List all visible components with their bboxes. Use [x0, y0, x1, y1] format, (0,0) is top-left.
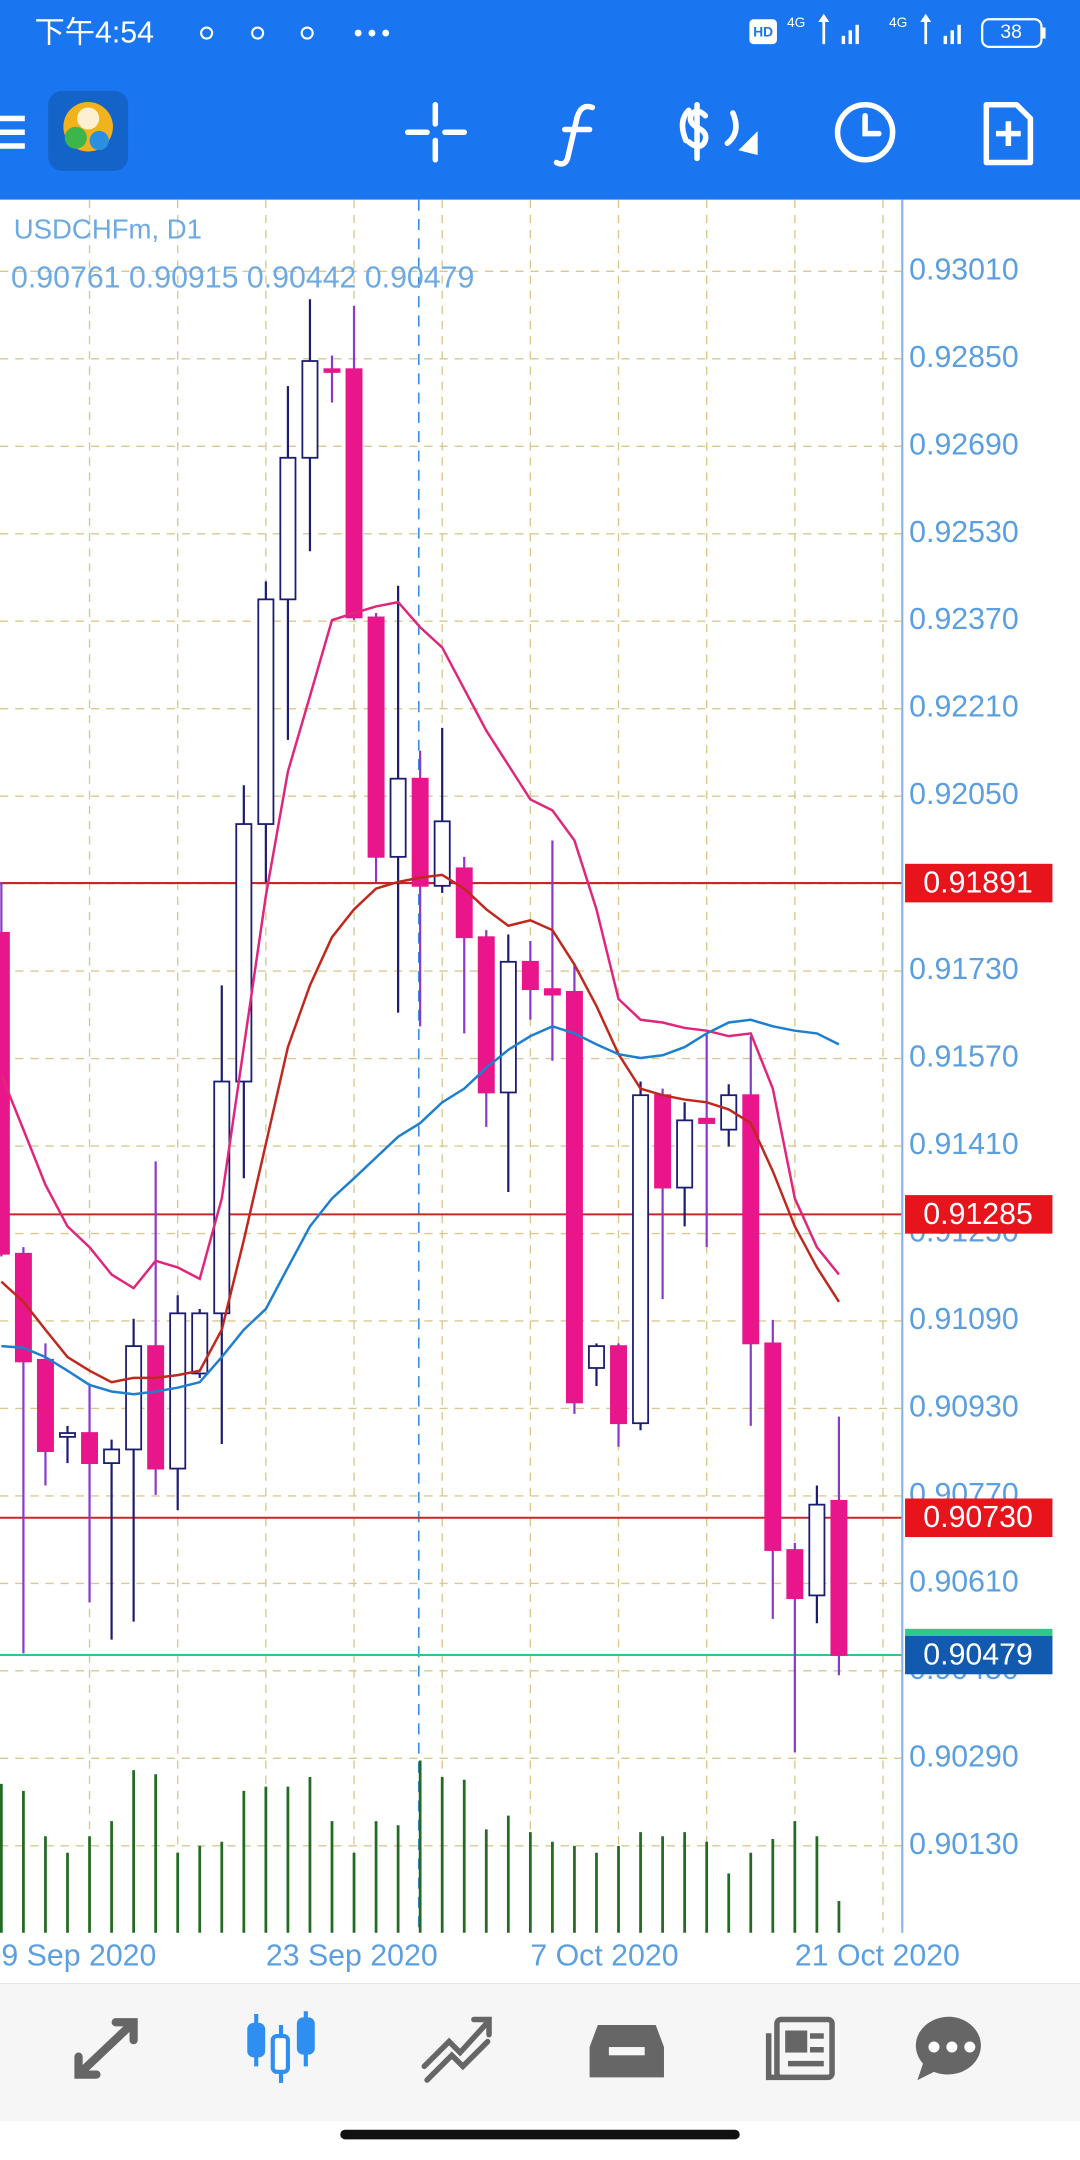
candle-body — [257, 598, 275, 825]
y-tick-label: 0.92850 — [909, 341, 1019, 374]
candle-body — [103, 1448, 121, 1465]
price-box-accent — [905, 1628, 1053, 1636]
status-dots — [200, 26, 390, 40]
candle-body — [279, 456, 297, 601]
app-logo[interactable] — [48, 90, 129, 171]
x-tick-label: 21 Oct 2020 — [795, 1940, 960, 1973]
signal-icons — [818, 13, 961, 45]
candle-body — [411, 777, 429, 887]
y-tick-label: 0.91730 — [909, 953, 1019, 986]
candle-body — [147, 1345, 165, 1470]
y-tick-label: 0.90290 — [909, 1740, 1019, 1773]
nav-news[interactable] — [765, 2016, 835, 2081]
candle-body — [654, 1094, 672, 1189]
nav-history[interactable] — [589, 2025, 664, 2078]
y-tick-label: 0.92530 — [909, 516, 1019, 549]
candle-body — [125, 1345, 143, 1451]
candle-body — [808, 1503, 826, 1597]
candle-body — [367, 616, 385, 858]
network-badge: 4G — [787, 15, 805, 30]
trade-tool[interactable] — [679, 101, 758, 162]
nav-quotes[interactable] — [74, 2018, 138, 2079]
x-tick-label: 7 Oct 2020 — [530, 1940, 678, 1973]
battery-level: 38 — [1000, 22, 1021, 43]
indicator-line — [0, 600, 840, 1290]
candle-body — [433, 820, 451, 887]
candle-body — [477, 936, 495, 1094]
price-box-label: 0.91891 — [923, 866, 1033, 899]
battery-tip — [1041, 27, 1046, 39]
y-tick-label: 0.91090 — [909, 1303, 1019, 1336]
candle-body — [169, 1312, 187, 1470]
indicators-tool[interactable] — [553, 103, 596, 167]
chart-area — [0, 199, 1080, 1984]
symbol-label: USDCHFm, D1 — [14, 214, 202, 245]
home-indicator — [340, 2129, 740, 2140]
candle-body — [191, 1312, 209, 1375]
indicator-line — [0, 873, 840, 1384]
indicator-line — [1, 1018, 840, 1396]
x-tick-label: 9 Sep 2020 — [1, 1940, 156, 1973]
candle-body — [543, 988, 561, 996]
candle-body — [676, 1119, 694, 1189]
price-box-label: 0.90730 — [923, 1501, 1033, 1534]
y-tick-label: 0.92690 — [909, 428, 1019, 461]
candle-body — [588, 1345, 605, 1369]
y-tick-label: 0.90610 — [909, 1565, 1019, 1598]
candle-body — [610, 1345, 627, 1425]
candle-body — [323, 368, 341, 373]
price-box — [905, 863, 1053, 903]
candle-body — [632, 1094, 650, 1425]
y-tick-label: 0.92050 — [909, 778, 1019, 811]
app-bar — [0, 0, 1080, 200]
candle-body — [455, 867, 473, 939]
ohlc-label: 0.90761 0.90915 0.90442 0.90479 — [11, 262, 474, 295]
candle-body — [742, 1094, 760, 1345]
price-box-label: 0.91285 — [923, 1198, 1033, 1231]
y-tick-label: 0.92210 — [909, 691, 1019, 724]
candle-body — [786, 1549, 804, 1600]
nav-chat[interactable] — [915, 2016, 981, 2081]
candle-body — [59, 1432, 76, 1438]
price-box-label: 0.90479 — [923, 1638, 1033, 1671]
candle-body — [14, 1252, 32, 1363]
x-tick-label: 23 Sep 2020 — [266, 1940, 438, 1973]
candle-body — [565, 990, 583, 1404]
y-tick-label: 0.91570 — [909, 1041, 1019, 1074]
nav-trade[interactable] — [421, 2016, 492, 2083]
menu-button[interactable] — [0, 115, 25, 149]
price-box — [905, 1498, 1053, 1538]
candle-body — [389, 777, 407, 858]
y-tick-label: 0.90130 — [909, 1828, 1019, 1861]
y-tick-label: 0.92370 — [909, 603, 1019, 636]
hd-badge-bg — [749, 19, 777, 45]
plot — [0, 199, 903, 1933]
candle-body — [345, 368, 363, 619]
candle-body — [521, 960, 539, 991]
status-time: 下午4:54 — [34, 15, 154, 49]
y-tick-label: 0.93010 — [909, 253, 1019, 286]
candle-body — [720, 1094, 738, 1131]
new-order-tool[interactable] — [983, 101, 1034, 166]
nav-chart[interactable] — [247, 2011, 315, 2083]
candle-body — [36, 1358, 54, 1452]
crosshair-tool[interactable] — [405, 101, 467, 163]
network-badge: 4G — [889, 15, 907, 30]
candle-body — [830, 1499, 848, 1656]
candle-body — [301, 360, 319, 459]
candle-body — [499, 960, 517, 1094]
hd-badge: HD — [753, 25, 773, 40]
y-tick-label: 0.90930 — [909, 1390, 1019, 1423]
candle-body — [764, 1342, 782, 1551]
history-tool[interactable] — [834, 101, 896, 163]
candle-body — [698, 1117, 716, 1124]
y-tick-label: 0.91410 — [909, 1128, 1019, 1161]
candle-body — [81, 1432, 99, 1465]
price-box — [905, 1195, 1053, 1234]
bottom-nav — [0, 1983, 1080, 2122]
price-box — [905, 1635, 1053, 1675]
